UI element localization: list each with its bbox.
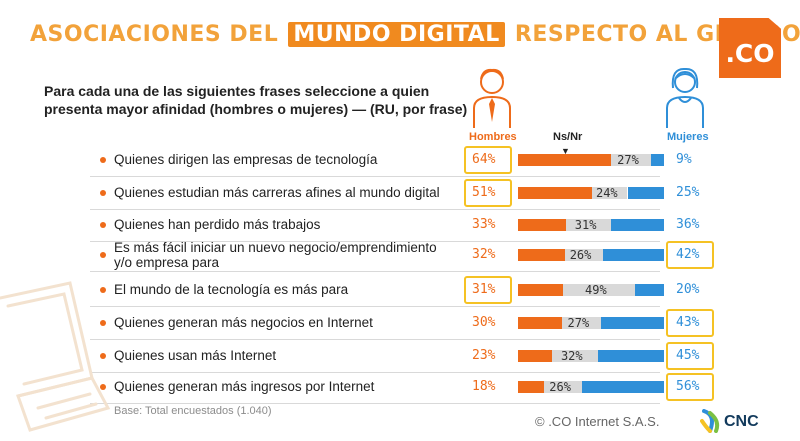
bar-hombres [518, 381, 545, 393]
bar-hombres [518, 350, 552, 362]
base-note: Base: Total encuestados (1.040) [114, 405, 272, 417]
value-label-hombres: 18% [472, 379, 496, 394]
title-part-1: ASOCIACIONES DEL [30, 22, 279, 47]
bar-nsnr [551, 350, 599, 362]
value-label-mujeres: 20% [676, 282, 700, 297]
value-label-nsnr: 26% [549, 380, 571, 394]
bar-mujeres [650, 154, 664, 166]
category-label: Quienes dirigen las empresas de tecnolog… [114, 152, 378, 167]
bar-hombres [518, 284, 564, 296]
value-label-nsnr: 49% [585, 283, 607, 297]
row-bullet-icon [100, 252, 106, 258]
man-icon [473, 68, 511, 128]
row-bullet-icon [100, 353, 106, 359]
highlight-box-mujeres [666, 373, 714, 401]
category-label: Es más fácil iniciar un nuevo negocio/em… [114, 240, 437, 270]
value-label-mujeres: 56% [676, 379, 700, 394]
category-label: El mundo de la tecnología es más para [114, 282, 349, 297]
value-label-hombres: 64% [472, 152, 496, 167]
women-column-header: Mujeres [667, 131, 709, 143]
row-bullet-icon [100, 222, 106, 228]
value-label-mujeres: 42% [676, 247, 700, 262]
value-label-nsnr: 24% [595, 186, 618, 200]
nsnr-column-header: Ns/Nr [553, 131, 583, 143]
row-bullet-icon [100, 157, 106, 163]
category-label: Quienes generan más negocios en Internet [114, 315, 373, 330]
value-label-nsnr: 27% [567, 316, 590, 330]
woman-icon [666, 67, 704, 128]
bar-mujeres [602, 249, 664, 261]
bar-mujeres [611, 219, 664, 231]
title-highlight: MUNDO DIGITAL [288, 22, 505, 47]
row-bullet-icon [100, 287, 106, 293]
highlight-box-mujeres [666, 241, 714, 269]
category-label: Quienes estudian más carreras afines al … [114, 185, 440, 200]
value-label-hombres: 32% [472, 247, 496, 262]
value-label-nsnr: 26% [569, 248, 592, 262]
row-divider [90, 403, 660, 404]
cnc-logo-icon [700, 409, 720, 433]
value-label-mujeres: 43% [676, 315, 700, 330]
bar-mujeres [582, 381, 664, 393]
men-column-header: Hombres [469, 131, 517, 143]
row-divider [90, 176, 660, 177]
laptop-sketch-icon [0, 281, 111, 432]
bar-hombres [518, 154, 612, 166]
highlight-box-hombres [464, 179, 512, 207]
highlight-box-hombres [464, 146, 512, 174]
value-label-mujeres: 45% [676, 348, 700, 363]
question-text: Para cada una de las siguientes frases s… [44, 83, 468, 117]
bar-nsnr [564, 249, 603, 261]
bar-nsnr [592, 187, 628, 199]
row-bullet-icon [100, 320, 106, 326]
cnc-brand-text: CNC [724, 413, 759, 430]
row-bullet-icon [100, 384, 106, 390]
bar-mujeres [634, 284, 664, 296]
row-divider [90, 271, 660, 272]
value-label-hombres: 51% [472, 185, 496, 200]
copyright-text: © .CO Internet S.A.S. [535, 414, 660, 429]
bar-mujeres [598, 350, 664, 362]
co-logo: .CO [719, 18, 781, 78]
value-label-mujeres: 36% [676, 217, 700, 232]
bar-nsnr [544, 381, 583, 393]
value-label-hombres: 31% [472, 282, 496, 297]
bar-mujeres [601, 317, 664, 329]
row-divider [90, 241, 660, 242]
highlight-box-mujeres [666, 309, 714, 337]
bar-nsnr [563, 284, 635, 296]
bar-nsnr [566, 219, 612, 231]
value-label-hombres: 23% [472, 348, 496, 363]
row-divider [90, 306, 660, 307]
chart-title: ASOCIACIONES DEL MUNDO DIGITAL RESPECTO … [30, 22, 800, 47]
row-divider [90, 339, 660, 340]
row-bullet-icon [100, 190, 106, 196]
row-divider [90, 209, 660, 210]
bar-hombres [518, 317, 562, 329]
bar-mujeres [627, 187, 664, 199]
value-label-nsnr: 27% [617, 153, 639, 167]
category-label: Quienes han perdido más trabajos [114, 217, 321, 232]
bar-hombres [518, 219, 567, 231]
value-label-mujeres: 9% [676, 152, 692, 167]
value-label-nsnr: 32% [560, 349, 583, 363]
row-divider [90, 372, 660, 373]
bar-hombres [518, 249, 565, 261]
value-label-nsnr: 31% [574, 218, 597, 232]
nsnr-arrow-icon: ▼ [561, 146, 570, 156]
bar-nsnr [611, 154, 651, 166]
highlight-box-mujeres [666, 342, 714, 370]
value-label-mujeres: 25% [676, 185, 700, 200]
category-label: Quienes usan más Internet [114, 348, 277, 363]
value-label-hombres: 30% [472, 315, 496, 330]
value-label-hombres: 33% [472, 217, 496, 232]
highlight-box-hombres [464, 276, 512, 304]
bar-nsnr [561, 317, 602, 329]
co-logo-text: .CO [725, 38, 775, 68]
bar-hombres [518, 187, 593, 199]
category-label: Quienes generan más ingresos por Interne… [114, 379, 375, 394]
